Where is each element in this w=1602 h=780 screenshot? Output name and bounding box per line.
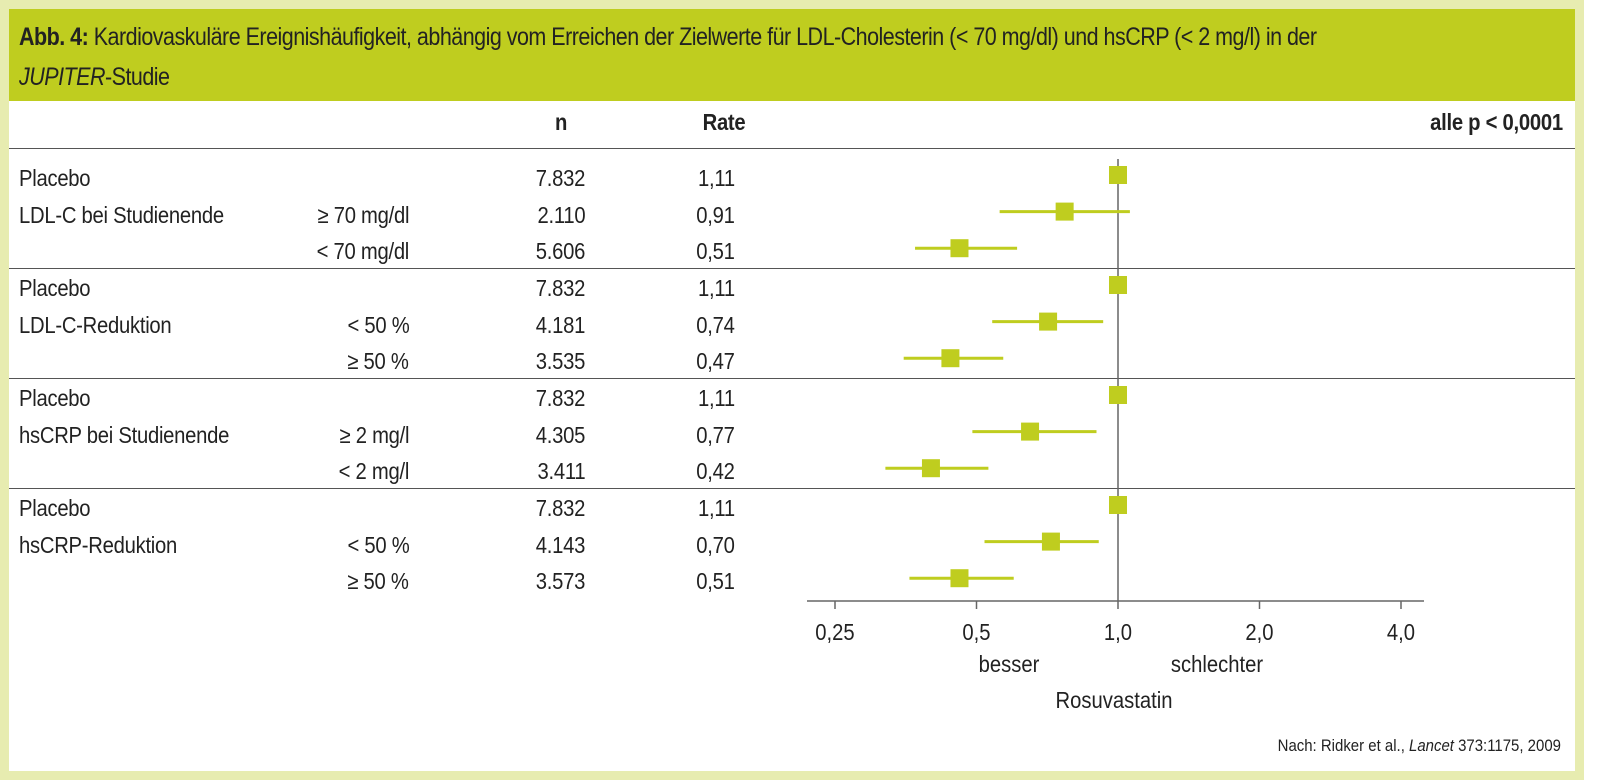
source-journal: Lancet	[1409, 736, 1454, 755]
x-tick-label: 1,0	[1104, 619, 1132, 646]
row-rate: 1,11	[698, 165, 735, 191]
label-better: besser	[979, 651, 1040, 678]
title-text: Kardiovaskuläre Ereignishäufigkeit, abhä…	[88, 23, 1317, 51]
estimate-marker	[1109, 276, 1127, 294]
row-sublabel: < 2 mg/l	[338, 458, 410, 485]
row-label: LDL-C-Reduktion	[19, 311, 172, 338]
row-rate: 1,11	[698, 385, 735, 411]
estimate-marker	[1021, 422, 1040, 441]
figure-title: Abb. 4: Kardiovaskuläre Ereignishäufigke…	[19, 23, 1317, 52]
x-tick-label: 4,0	[1387, 619, 1415, 646]
column-header-n: n	[554, 109, 568, 135]
group-divider	[9, 488, 1575, 489]
row-label: Placebo	[19, 275, 91, 301]
row-rate: 1,11	[698, 275, 735, 301]
source-suffix: 373:1175, 2009	[1453, 736, 1561, 755]
figure-header: Abb. 4: Kardiovaskuläre Ereignishäufigke…	[9, 9, 1575, 101]
row-label: hsCRP-Reduktion	[19, 531, 178, 558]
estimate-marker	[1055, 202, 1074, 221]
estimate-marker	[941, 349, 960, 368]
x-tick-label: 0,5	[962, 619, 990, 646]
row-n: 7.832	[535, 495, 586, 521]
estimate-marker	[1109, 166, 1127, 184]
row-sublabel: < 70 mg/dl	[316, 238, 410, 265]
estimate-marker	[950, 239, 969, 258]
row-n: 3.573	[535, 568, 586, 595]
row-n: 2.110	[537, 201, 585, 228]
estimate-marker	[921, 459, 940, 478]
estimate-marker	[950, 569, 969, 588]
row-sublabel: ≥ 2 mg/l	[339, 421, 409, 448]
row-rate: 0,42	[696, 458, 736, 485]
row-n: 7.832	[535, 275, 586, 301]
row-rate: 0,51	[696, 238, 736, 265]
row-label: hsCRP bei Studienende	[19, 421, 230, 448]
label-worse: schlechter	[1171, 651, 1263, 678]
study-suffix: -Studie	[104, 63, 170, 91]
row-rate: 1,11	[698, 495, 735, 521]
x-axis-title: Rosuvastatin	[1056, 687, 1173, 714]
row-sublabel: < 50 %	[347, 311, 409, 338]
row-sublabel: ≥ 70 mg/dl	[317, 201, 409, 228]
column-header-rate: Rate	[702, 109, 746, 135]
row-n: 3.411	[537, 458, 585, 485]
row-label: Placebo	[19, 165, 91, 191]
row-rate: 0,91	[696, 201, 736, 228]
row-sublabel: < 50 %	[347, 531, 409, 558]
row-n: 7.832	[535, 165, 586, 191]
group-divider	[9, 378, 1575, 379]
estimate-marker	[1109, 386, 1127, 404]
study-name: JUPITER	[19, 63, 106, 91]
row-n: 4.181	[535, 311, 586, 338]
row-sublabel: ≥ 50 %	[347, 348, 410, 375]
row-n: 7.832	[535, 385, 586, 411]
x-tick-label: 0,25	[815, 619, 854, 646]
row-sublabel: ≥ 50 %	[347, 568, 410, 595]
row-rate: 0,47	[696, 348, 736, 375]
source-note: Nach: Ridker et al., Lancet 373:1175, 20…	[1278, 736, 1561, 756]
row-rate: 0,77	[696, 421, 736, 448]
row-n: 5.606	[535, 238, 586, 265]
estimate-marker	[1041, 532, 1060, 551]
p-value-note: alle p < 0,0001	[1430, 109, 1563, 135]
row-label: LDL-C bei Studienende	[19, 201, 224, 228]
estimate-marker	[1039, 312, 1058, 331]
row-rate: 0,70	[696, 531, 736, 558]
estimate-marker	[1109, 496, 1127, 514]
row-n: 4.143	[535, 531, 586, 558]
figure-title-line2: JUPITER-Studie	[19, 63, 170, 92]
row-n: 4.305	[535, 421, 586, 448]
forest-plot: 0,25 0,5 1,0 2,0 4,0 besser schlechter Rosuvast…	[807, 159, 1424, 714]
group-divider	[9, 148, 1575, 149]
group-divider	[9, 268, 1575, 269]
row-rate: 0,51	[696, 568, 736, 595]
figure-label: Abb. 4:	[19, 23, 89, 51]
row-label: Placebo	[19, 385, 91, 411]
source-prefix: Nach: Ridker et al.,	[1277, 736, 1410, 755]
row-rate: 0,74	[696, 311, 736, 338]
row-n: 3.535	[535, 348, 586, 375]
x-tick-label: 2,0	[1245, 619, 1273, 646]
row-label: Placebo	[19, 495, 91, 521]
